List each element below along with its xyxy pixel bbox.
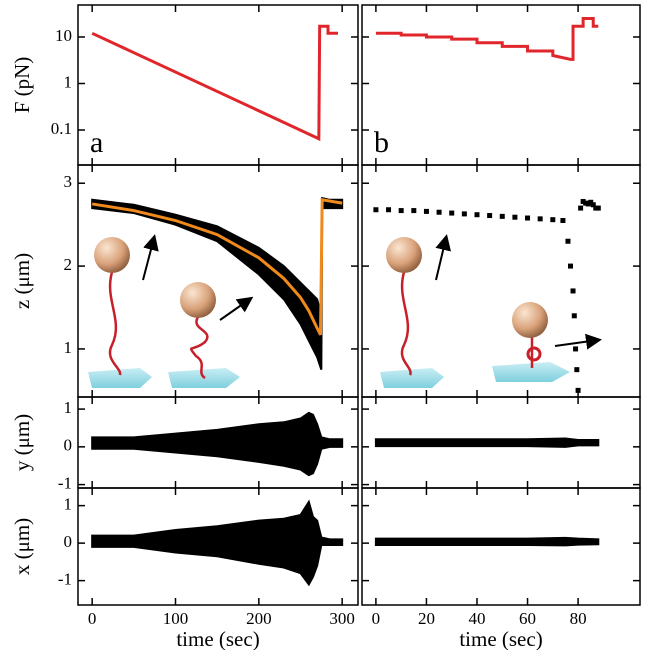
panel-label: a — [90, 126, 103, 159]
arrow — [554, 333, 602, 350]
illustrations — [88, 234, 602, 388]
data-line — [375, 16, 599, 61]
data-point — [595, 205, 601, 211]
data-point — [575, 387, 581, 393]
data-point — [461, 211, 467, 217]
y-tick-label: 10 — [55, 26, 72, 45]
y-tick-label: 2 — [64, 255, 73, 274]
data-point — [423, 208, 429, 214]
data-point — [436, 209, 442, 215]
bead — [94, 237, 130, 273]
panel-frame — [77, 4, 359, 166]
data-band — [374, 536, 600, 547]
panel-label: b — [374, 126, 389, 159]
data-point — [449, 210, 455, 216]
data-point — [474, 212, 480, 218]
tether — [400, 271, 412, 376]
x-axis-label: time (sec) — [176, 627, 259, 650]
substrate — [88, 368, 152, 388]
tether — [190, 316, 209, 380]
x-tick-label: 0 — [88, 609, 97, 628]
y-tick-label: 1 — [64, 72, 73, 91]
panel-frame — [361, 487, 641, 606]
x-tick-label: 60 — [519, 609, 536, 628]
data-point — [560, 218, 566, 224]
y-tick-label: 3 — [64, 172, 73, 191]
x-tick-label: 300 — [329, 609, 355, 628]
data-point — [525, 215, 531, 221]
data-point — [411, 208, 417, 214]
panel-frame — [361, 4, 641, 166]
data-point — [398, 208, 404, 214]
data-point — [593, 205, 599, 211]
arrow — [435, 234, 452, 281]
data-point — [574, 367, 580, 373]
data-point — [570, 288, 576, 294]
y-axis-label: z (μm) — [10, 253, 34, 309]
y-tick-label: -1 — [58, 474, 72, 493]
y-tick-label: 0 — [64, 436, 73, 455]
data-point — [537, 216, 543, 222]
data-band — [91, 411, 344, 477]
data-point — [512, 214, 518, 220]
data-point — [373, 207, 379, 213]
data-point — [578, 205, 584, 211]
x-tick-label: 80 — [570, 609, 587, 628]
data-line — [91, 198, 343, 336]
data-point — [571, 313, 577, 319]
substrate — [492, 362, 570, 382]
panel-frame — [77, 487, 359, 606]
tether — [108, 271, 122, 376]
x-tick-label: 100 — [163, 609, 189, 628]
y-axis-label: y (μm) — [10, 414, 34, 471]
x-tick-label: 200 — [246, 609, 272, 628]
x-tick-label: 40 — [468, 609, 485, 628]
data-point — [588, 199, 594, 205]
bead — [386, 237, 422, 273]
panel-frame — [77, 164, 359, 398]
data-point — [487, 213, 493, 219]
data-point — [550, 217, 556, 223]
data-point — [583, 200, 589, 206]
data-point — [386, 207, 392, 213]
y-tick-label: 1 — [64, 338, 73, 357]
data-point — [565, 238, 571, 244]
data-point — [573, 346, 579, 352]
data-line — [91, 24, 338, 142]
data-band — [91, 499, 344, 587]
bead — [180, 282, 216, 318]
y-tick-label: 1 — [64, 495, 73, 514]
x-tick-label: 0 — [372, 609, 381, 628]
data-band — [374, 437, 600, 448]
y-axis-label: F (pN) — [10, 57, 34, 114]
y-tick-label: 1 — [64, 398, 73, 417]
data-point — [580, 198, 586, 204]
data-band — [91, 196, 344, 370]
y-tick-label: 0.1 — [51, 119, 72, 138]
data-point — [568, 263, 573, 269]
y-tick-label: 0 — [64, 532, 73, 551]
y-tick-label: -1 — [58, 570, 72, 589]
bead — [512, 302, 548, 338]
loop — [526, 346, 542, 362]
y-axis-label: x (μm) — [10, 518, 34, 575]
arrow — [142, 234, 159, 281]
substrate — [380, 368, 444, 388]
data-point — [585, 201, 591, 207]
data-point — [499, 213, 505, 219]
arrow — [219, 296, 254, 321]
x-tick-label: 20 — [418, 609, 435, 628]
x-axis-label: time (sec) — [459, 627, 542, 650]
data-point — [590, 202, 596, 208]
